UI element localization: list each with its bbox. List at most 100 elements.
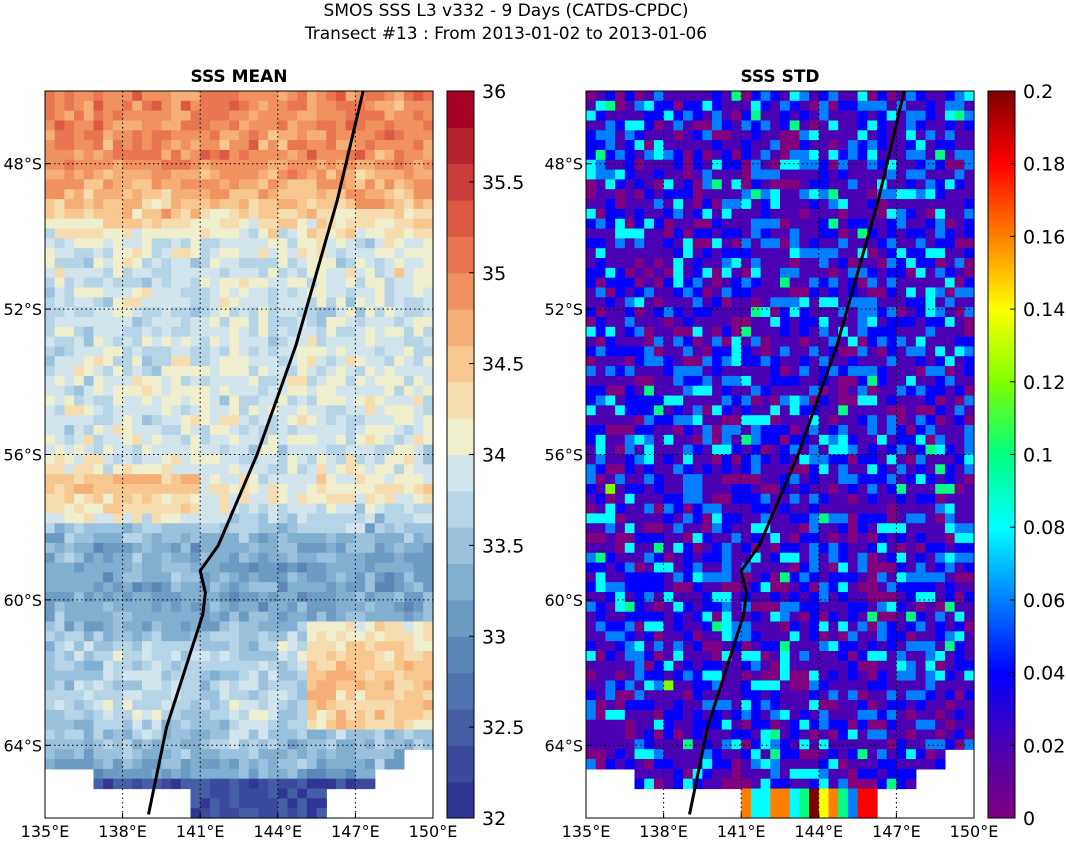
std-heatmap-cell bbox=[750, 572, 762, 583]
std-heatmap-cell bbox=[673, 513, 684, 524]
std-heatmap-cell bbox=[712, 189, 723, 200]
std-heatmap-cell bbox=[673, 91, 684, 102]
std-heatmap-cell bbox=[954, 297, 965, 308]
mean-heatmap-cell bbox=[355, 307, 366, 318]
mean-heatmap-cell bbox=[336, 405, 347, 416]
mean-heatmap-cell bbox=[423, 592, 434, 603]
mean-heatmap-cell bbox=[64, 611, 75, 623]
std-heatmap-cell bbox=[906, 336, 917, 348]
mean-heatmap-cell bbox=[316, 149, 327, 161]
mean-heatmap-cell bbox=[64, 277, 75, 289]
mean-heatmap-cell bbox=[93, 523, 104, 534]
mean-heatmap-cell bbox=[268, 513, 279, 524]
mean-heatmap-cell bbox=[365, 277, 376, 289]
mean-heatmap-cell bbox=[180, 307, 192, 318]
mean-heatmap-cell bbox=[171, 533, 182, 544]
std-heatmap-cell bbox=[721, 415, 733, 426]
mean-heatmap-cell bbox=[142, 130, 153, 141]
std-heatmap-cell bbox=[624, 287, 636, 298]
mean-heatmap-cell bbox=[219, 454, 230, 465]
mean-heatmap-cell bbox=[64, 179, 75, 190]
std-heatmap-cell bbox=[935, 405, 946, 416]
std-heatmap-cell bbox=[770, 464, 781, 475]
std-heatmap-cell bbox=[847, 366, 859, 377]
mean-heatmap-cell bbox=[171, 670, 182, 682]
mean-heatmap-cell bbox=[336, 326, 347, 338]
mean-heatmap-cell bbox=[132, 562, 143, 573]
mean-heatmap-cell bbox=[171, 739, 182, 750]
std-heatmap-cell bbox=[624, 572, 636, 583]
mean-heatmap-cell bbox=[316, 238, 327, 249]
mean-heatmap-cell bbox=[336, 483, 347, 495]
mean-heatmap-cell bbox=[161, 601, 172, 613]
mean-heatmap-cell bbox=[64, 159, 75, 171]
std-heatmap-cell bbox=[615, 405, 626, 416]
std-heatmap-cell bbox=[925, 218, 936, 230]
std-heatmap-cell bbox=[615, 346, 626, 357]
mean-heatmap-cell bbox=[180, 709, 192, 721]
std-heatmap-cell bbox=[867, 552, 878, 564]
std-heatmap-cell bbox=[944, 454, 956, 465]
std-heatmap-cell bbox=[653, 110, 665, 122]
mean-heatmap-cell bbox=[151, 582, 162, 593]
mean-heatmap-cell bbox=[365, 552, 376, 564]
mean-heatmap-cell bbox=[74, 248, 85, 259]
mean-heatmap-cell bbox=[74, 562, 85, 573]
mean-heatmap-cell bbox=[200, 326, 211, 338]
mean-heatmap-cell bbox=[365, 415, 376, 426]
mean-colorbar-tick-label: 32.5 bbox=[482, 717, 524, 739]
mean-heatmap-cell bbox=[103, 601, 114, 613]
std-heatmap-cell bbox=[663, 169, 674, 181]
mean-heatmap-cell bbox=[64, 493, 75, 505]
mean-heatmap-cell bbox=[394, 346, 405, 357]
mean-heatmap-cell bbox=[103, 91, 114, 102]
mean-heatmap-cell bbox=[277, 366, 289, 377]
mean-heatmap-cell bbox=[132, 768, 143, 780]
std-heatmap-cell bbox=[857, 523, 868, 534]
mean-heatmap-cell bbox=[219, 650, 230, 662]
mean-heatmap-cell bbox=[161, 444, 172, 456]
std-heatmap-cell bbox=[750, 189, 762, 200]
mean-heatmap-cell bbox=[122, 700, 133, 711]
mean-heatmap-cell bbox=[93, 385, 104, 397]
std-heatmap-cell bbox=[770, 513, 781, 524]
mean-heatmap-cell bbox=[83, 415, 95, 426]
mean-heatmap-cell bbox=[239, 601, 250, 613]
mean-heatmap-cell bbox=[103, 218, 114, 230]
std-heatmap-cell bbox=[944, 228, 956, 239]
std-heatmap-cell bbox=[809, 140, 820, 151]
mean-heatmap-cell bbox=[365, 91, 376, 102]
mean-heatmap-cell bbox=[403, 592, 415, 603]
mean-heatmap-cell bbox=[112, 208, 124, 220]
mean-heatmap-cell bbox=[365, 631, 376, 642]
std-heatmap-cell bbox=[741, 474, 752, 485]
std-heatmap-cell bbox=[780, 336, 791, 348]
mean-heatmap-cell bbox=[316, 533, 327, 544]
std-heatmap-cell bbox=[586, 228, 597, 239]
mean-heatmap-cell bbox=[306, 189, 318, 200]
mean-heatmap-cell bbox=[180, 316, 192, 328]
mean-heatmap-cell bbox=[229, 366, 240, 377]
std-heatmap-cell bbox=[886, 552, 897, 564]
std-heatmap-cell bbox=[906, 140, 917, 151]
mean-heatmap-cell bbox=[268, 739, 279, 750]
mean-heatmap-cell bbox=[403, 670, 415, 682]
std-heatmap-cell bbox=[944, 542, 956, 554]
mean-heatmap-cell bbox=[345, 100, 356, 112]
std-heatmap-cell bbox=[809, 258, 820, 269]
mean-heatmap-cell bbox=[297, 405, 308, 416]
std-heatmap-cell bbox=[741, 307, 752, 318]
std-heatmap-cell bbox=[925, 366, 936, 377]
mean-heatmap-cell bbox=[54, 670, 65, 682]
std-heatmap-cell bbox=[624, 258, 636, 269]
std-heatmap-cell bbox=[644, 582, 655, 593]
std-heatmap-cell bbox=[615, 91, 626, 102]
mean-heatmap-cell bbox=[93, 179, 104, 190]
mean-heatmap-cell bbox=[258, 513, 269, 524]
mean-heatmap-cell bbox=[142, 542, 153, 554]
std-heatmap-cell bbox=[624, 592, 636, 603]
mean-heatmap-cell bbox=[171, 542, 182, 554]
std-heatmap-cell bbox=[867, 375, 878, 387]
mean-heatmap-cell bbox=[132, 326, 143, 338]
mean-heatmap-cell bbox=[374, 611, 386, 623]
